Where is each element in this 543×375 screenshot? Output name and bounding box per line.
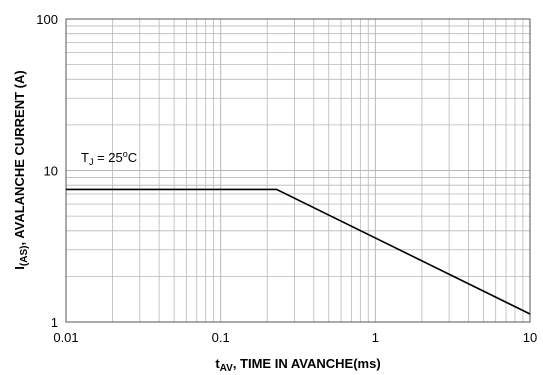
series-group <box>66 188 531 315</box>
x-tick-label: 10 <box>523 330 537 345</box>
x-tick-label: 0.1 <box>212 330 230 345</box>
plot-frame <box>65 18 531 323</box>
annotation-tj: TJ = 25oC <box>81 149 137 167</box>
x-tick-labels: 0.01 0.1 1 10 <box>53 330 537 345</box>
y-axis-title-sub: (AS) <box>19 246 30 267</box>
annotation-mid: = 25 <box>93 150 122 165</box>
y-tick-labels: 1 10 100 <box>36 12 58 330</box>
series-line <box>66 188 531 315</box>
annotation-sub: J <box>89 157 94 167</box>
annotation-sup: o <box>123 149 128 159</box>
y-tick-label: 10 <box>44 164 58 179</box>
y-tick-label: 1 <box>51 315 58 330</box>
y-axis-title-rest: , AVALANCHE CURRENT (A) <box>12 70 27 245</box>
x-tick-label: 1 <box>372 330 379 345</box>
x-axis-title-rest: , TIME IN AVANCHE(ms) <box>233 356 381 371</box>
y-tick-label: 100 <box>36 12 58 27</box>
grid <box>65 19 530 323</box>
x-axis-title-main: t <box>215 356 220 371</box>
x-tick-label: 0.01 <box>53 330 78 345</box>
annotation-prefix: T <box>81 150 89 165</box>
y-axis-title: I(AS), AVALANCHE CURRENT (A) <box>12 70 30 269</box>
annotation-suffix: C <box>128 150 137 165</box>
y-axis-title-main: I <box>12 266 27 270</box>
x-axis-title-sub: AV <box>220 363 233 374</box>
x-axis-title: tAV, TIME IN AVANCHE(ms) <box>215 356 380 374</box>
